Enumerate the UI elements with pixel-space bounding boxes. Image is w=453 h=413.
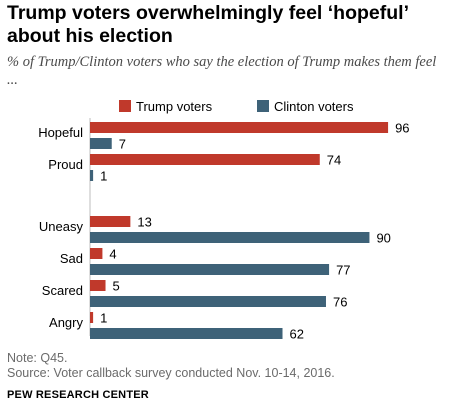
bar-chart: Trump voters Clinton voters Hopeful 96 7 Prou… xyxy=(38,99,409,342)
chart-source: Source: Voter callback survey conducted … xyxy=(7,366,335,380)
bar-sad-clinton xyxy=(90,264,330,275)
data-label-angry-trump: 1 xyxy=(100,311,107,326)
bar-hopeful-trump xyxy=(90,122,389,133)
data-label-uneasy-trump: 13 xyxy=(137,215,151,230)
chart-title: Trump voters overwhelmingly feel ‘hopefu… xyxy=(7,2,408,47)
category-label-proud: Proud xyxy=(48,157,83,172)
bar-uneasy-clinton xyxy=(90,232,370,243)
data-label-sad-trump: 4 xyxy=(109,247,116,262)
data-label-uneasy-clinton: 90 xyxy=(376,231,390,246)
bar-proud-clinton xyxy=(90,170,94,181)
bar-angry-clinton xyxy=(90,328,283,339)
bar-uneasy-trump xyxy=(90,216,131,227)
category-label-uneasy: Uneasy xyxy=(39,219,84,234)
pew-logo: PEW RESEARCH CENTER xyxy=(7,389,149,401)
bar-scared-clinton xyxy=(90,296,326,307)
legend-swatch-clinton xyxy=(257,100,269,112)
legend-label-trump: Trump voters xyxy=(136,99,213,114)
data-label-sad-clinton: 77 xyxy=(336,263,350,278)
data-label-scared-trump: 5 xyxy=(113,279,120,294)
category-label-sad: Sad xyxy=(60,251,83,266)
data-label-angry-clinton: 62 xyxy=(290,327,304,342)
legend-label-clinton: Clinton voters xyxy=(274,99,354,114)
data-label-proud-trump: 74 xyxy=(327,153,341,168)
data-label-scared-clinton: 76 xyxy=(333,295,347,310)
data-label-hopeful-clinton: 7 xyxy=(119,137,126,152)
category-label-scared: Scared xyxy=(42,283,83,298)
data-label-proud-clinton: 1 xyxy=(100,169,107,184)
chart-subtitle: % of Trump/Clinton voters who say the el… xyxy=(7,54,437,88)
bar-scared-trump xyxy=(90,280,106,291)
data-label-hopeful-trump: 96 xyxy=(395,121,409,136)
bar-sad-trump xyxy=(90,248,103,259)
bar-angry-trump xyxy=(90,312,94,323)
chart-note: Note: Q45. xyxy=(7,351,68,365)
category-label-hopeful: Hopeful xyxy=(38,125,83,140)
bar-hopeful-clinton xyxy=(90,138,112,149)
category-label-angry: Angry xyxy=(49,315,83,330)
bar-proud-trump xyxy=(90,154,320,165)
legend-swatch-trump xyxy=(119,100,131,112)
